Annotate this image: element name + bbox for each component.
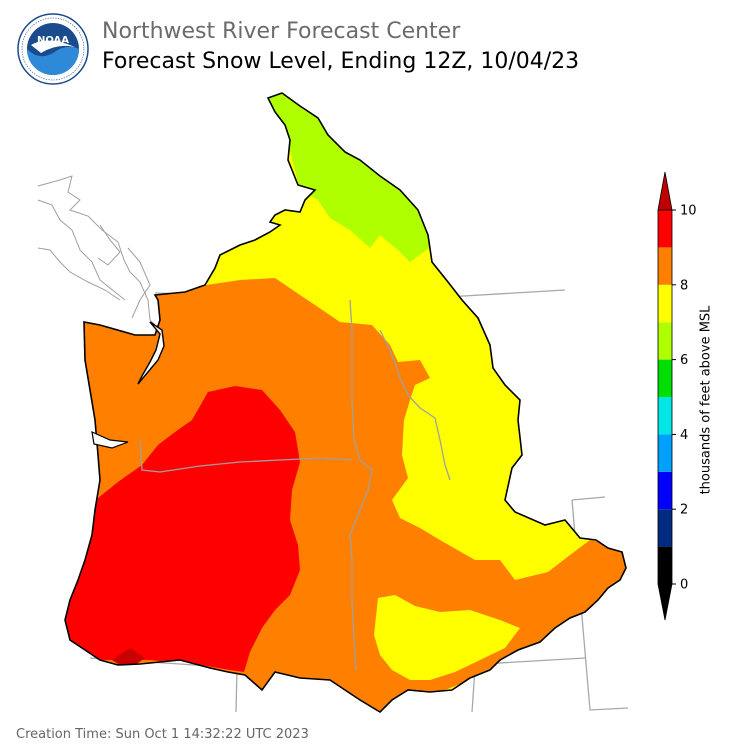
colorbar-bands [657,209,673,585]
colorbar-ticks: 0 2 4 6 8 10 [672,204,697,593]
colorbar-band-2-3 [658,471,672,510]
colorbar-band-4-5 [658,397,672,435]
colorbar-band-5-6 [658,359,672,397]
coastline-lines [37,175,161,331]
colorbar-band-0-1 [658,546,672,584]
colorbar-tick-label: 8 [680,278,688,293]
noaa-logo-icon: NOAA [17,13,89,85]
zone-yellow-upper-snake [374,595,520,680]
colorbar-band-9-10 [658,210,672,248]
colorbar-band-3-4 [658,434,672,472]
colorbar-tick-label: 6 [680,353,688,368]
colorbar-tick-label: 2 [680,503,688,518]
org-title: Northwest River Forecast Center [102,19,461,44]
columbia-estuary-outline [91,430,129,449]
colorbar-band-7-8 [658,284,672,323]
map-title: Forecast Snow Level, Ending 12Z, 10/04/2… [102,49,580,74]
zone-red-9-10 [65,386,300,672]
zone-lime-6-7 [260,93,440,262]
colorbar-axis-label: thousands of feet above MSL [698,305,714,495]
colorbar-extend-low [657,583,673,621]
noaa-logo-text: NOAA [37,35,69,46]
colorbar-band-8-9 [658,247,672,285]
colorbar-tick-label: 10 [680,204,697,219]
creation-time: Creation Time: Sun Oct 1 14:32:22 UTC 20… [16,727,309,742]
colorbar-extend-high [657,171,673,211]
colorbar: 0 2 4 6 8 10 [657,171,697,621]
puget-sound-outline [137,321,165,385]
colorbar-tick-label: 0 [680,578,688,593]
colorbar-band-6-7 [658,322,672,360]
colorbar-tick-label: 4 [680,428,688,443]
colorbar-band-1-2 [658,509,672,547]
